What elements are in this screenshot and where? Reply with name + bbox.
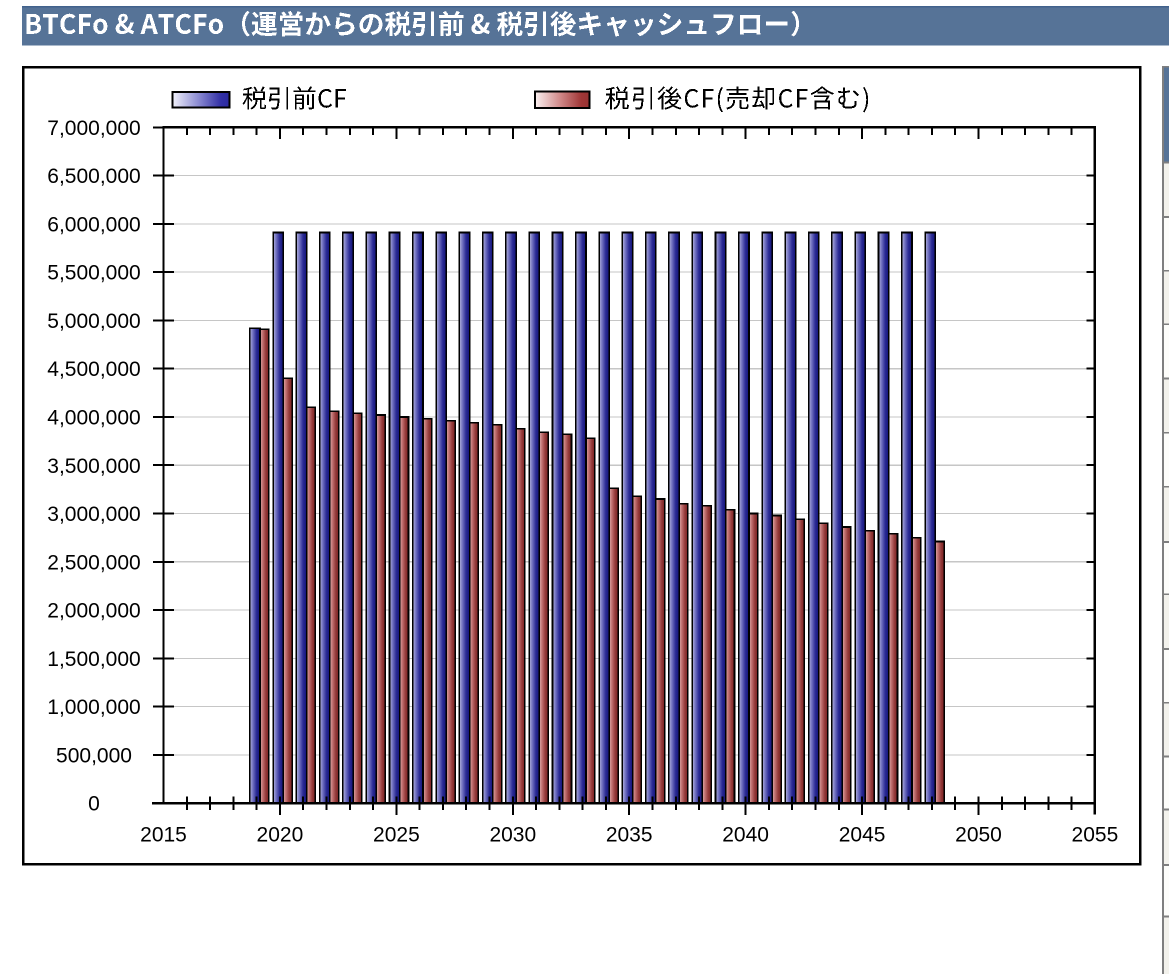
svg-text:2050: 2050 (955, 824, 1002, 847)
svg-text:2045: 2045 (839, 824, 886, 847)
svg-text:4,500,000: 4,500,000 (47, 358, 140, 381)
svg-text:2035: 2035 (606, 824, 653, 847)
svg-text:2040: 2040 (722, 824, 769, 847)
svg-text:2,500,000: 2,500,000 (47, 551, 140, 574)
svg-text:5,500,000: 5,500,000 (47, 262, 140, 285)
svg-text:2025: 2025 (373, 824, 420, 847)
svg-text:1,000,000: 1,000,000 (47, 696, 140, 719)
svg-text:1,500,000: 1,500,000 (47, 648, 140, 671)
svg-text:2,000,000: 2,000,000 (47, 600, 140, 623)
svg-text:2030: 2030 (489, 824, 536, 847)
svg-text:3,000,000: 3,000,000 (47, 503, 140, 526)
svg-text:0: 0 (88, 793, 100, 816)
svg-text:7,000,000: 7,000,000 (47, 117, 140, 140)
svg-text:500,000: 500,000 (56, 744, 132, 767)
svg-text:3,500,000: 3,500,000 (47, 455, 140, 478)
svg-text:6,500,000: 6,500,000 (47, 165, 140, 188)
svg-text:4,000,000: 4,000,000 (47, 407, 140, 430)
svg-text:2055: 2055 (1072, 824, 1119, 847)
svg-text:6,000,000: 6,000,000 (47, 213, 140, 236)
svg-text:5,000,000: 5,000,000 (47, 310, 140, 333)
svg-text:2020: 2020 (257, 824, 304, 847)
svg-text:2015: 2015 (140, 824, 187, 847)
